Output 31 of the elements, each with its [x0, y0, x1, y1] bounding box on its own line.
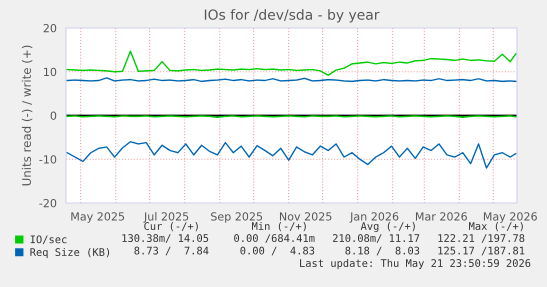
text: 210.08m/ 11.17 — [332, 234, 420, 243]
text: 8.73 / 7.84 — [134, 246, 209, 256]
x-tick-label: Jul 2025 — [143, 212, 188, 223]
y-axis-title: Units read (-) / write (+) — [22, 46, 32, 186]
x-tick-label: Sep 2025 — [211, 212, 262, 223]
y-tick-label: 10 — [44, 68, 56, 76]
chart-title: IOs for /dev/sda - by year — [204, 9, 380, 23]
text: 0.00 /684.41m — [234, 234, 315, 243]
x-tick-label: May 2025 — [71, 212, 124, 223]
y-tick-label: 20 — [44, 24, 56, 32]
text: 130.38m/ 14.05 — [122, 234, 208, 243]
y-tick-label: -10 — [39, 155, 56, 164]
text: Cur (-/+) — [144, 222, 198, 232]
text: Min (-/+) — [252, 222, 306, 232]
text: 122.21 /197.78 — [438, 234, 524, 243]
legend-label: IO/sec — [30, 235, 66, 244]
x-tick-label: Nov 2025 — [280, 212, 332, 221]
x-tick-label: May 2026 — [484, 212, 537, 223]
text: 0.00 / 4.83 — [240, 246, 314, 256]
y-tick-label: -20 — [39, 198, 56, 208]
x-tick-label: Mar 2026 — [416, 212, 467, 221]
legend-label: Req Size (KB) — [30, 248, 110, 258]
text: Max (-/+) — [468, 222, 523, 232]
text: 8.18 / 8.03 — [345, 246, 420, 256]
line-series — [66, 141, 517, 169]
y-tick-label: 0 — [50, 111, 56, 120]
text: Avg (-/+) — [360, 222, 415, 232]
line-series — [66, 50, 517, 76]
text: 125.17 /187.81 — [438, 246, 524, 256]
text: Last update: Thu May 21 23:50:59 2026 — [300, 258, 530, 270]
x-tick-label: Jan 2026 — [350, 212, 398, 223]
